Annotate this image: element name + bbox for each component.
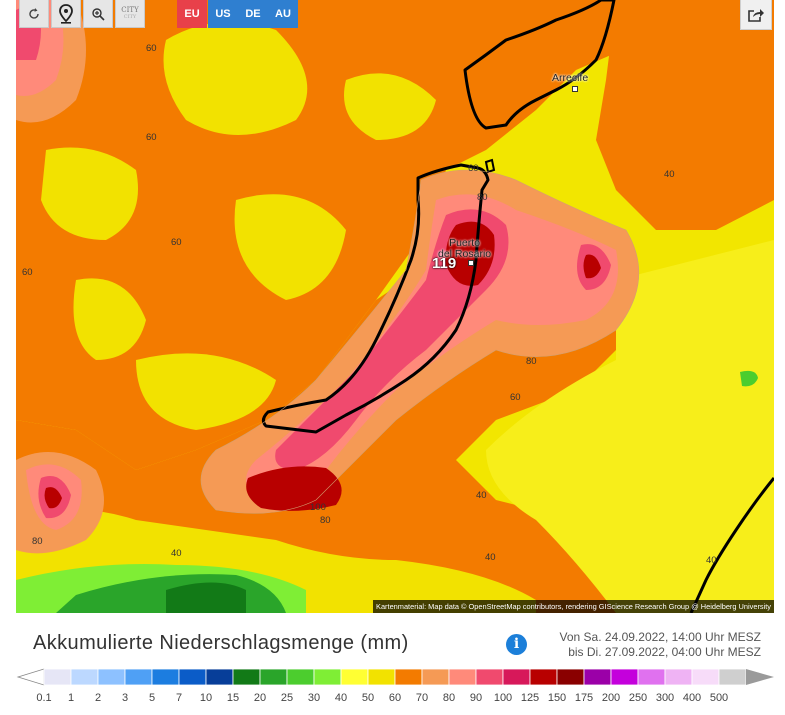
zoom-button[interactable]	[83, 0, 113, 28]
info-icon[interactable]: i	[506, 634, 527, 655]
share-icon	[748, 8, 764, 22]
legend-swatch	[178, 668, 207, 686]
legend-tick-label: 100	[493, 692, 513, 704]
contour-label: 60	[171, 237, 182, 248]
contour-label: 80	[526, 356, 537, 367]
legend-tick-label: 40	[334, 692, 348, 704]
reload-icon	[29, 7, 39, 19]
legend-swatch	[583, 668, 612, 686]
city-arrecife[interactable]: Arrecife	[552, 72, 589, 84]
color-scale-legend	[16, 668, 774, 686]
contour-label: 80	[477, 192, 488, 203]
legend-tick-label: 500	[709, 692, 729, 704]
contour-label: 60	[146, 43, 157, 54]
precipitation-contours	[16, 0, 774, 613]
legend-tick-label: 15	[226, 692, 240, 704]
legend-title: Akkumulierte Niederschlagsmenge (mm)	[33, 632, 409, 654]
map-attribution[interactable]: Kartenmaterial: Map data © OpenStreetMap…	[373, 600, 774, 613]
contour-label: 60	[22, 267, 33, 278]
legend-swatch	[394, 668, 423, 686]
contour-label: 60	[146, 132, 157, 143]
legend-swatch	[475, 668, 504, 686]
legend-tick-label: 5	[148, 692, 156, 704]
legend-tick-label: 400	[682, 692, 702, 704]
contour-label: 100	[310, 502, 326, 513]
legend-swatch	[286, 668, 315, 686]
legend-tick-label: 3	[121, 692, 129, 704]
region-de-button[interactable]: DE	[238, 0, 268, 28]
legend-swatch	[313, 668, 342, 686]
legend-swatch	[43, 668, 72, 686]
region-us-button[interactable]: US	[208, 0, 238, 28]
legend-swatch	[421, 668, 450, 686]
legend-swatch	[97, 668, 126, 686]
legend-swatch	[70, 668, 99, 686]
legend-swatch	[637, 668, 666, 686]
legend-swatch	[664, 668, 693, 686]
legend-arrow-right	[746, 669, 774, 685]
legend-swatch	[448, 668, 477, 686]
legend-tick-label: 300	[655, 692, 675, 704]
time-period: Von Sa. 24.09.2022, 14:00 Uhr MESZ bis D…	[560, 630, 761, 660]
contour-label: 40	[485, 552, 496, 563]
city-label-reflection: CITY	[123, 13, 137, 20]
legend-swatch	[502, 668, 531, 686]
legend-tick-label: 7	[175, 692, 183, 704]
legend-swatch	[259, 668, 288, 686]
contour-label: 40	[664, 169, 675, 180]
location-pin-icon	[59, 3, 73, 24]
contour-label: 40	[171, 548, 182, 559]
legend-tick-label: 60	[388, 692, 402, 704]
legend-swatch	[124, 668, 153, 686]
contour-label: 40	[476, 490, 487, 501]
legend-swatch	[718, 668, 747, 686]
city-marker-arrecife	[572, 86, 578, 92]
legend-tick-label: 70	[415, 692, 429, 704]
legend-tick-label: 90	[469, 692, 483, 704]
period-from: Von Sa. 24.09.2022, 14:00 Uhr MESZ	[559, 630, 761, 644]
legend-swatch	[556, 668, 585, 686]
zoom-in-icon	[92, 7, 105, 21]
reload-button[interactable]	[19, 0, 49, 28]
city-label: CITY	[121, 5, 139, 14]
locate-button[interactable]	[51, 0, 81, 28]
contour-label: 80	[320, 515, 331, 526]
city-puerto-del-rosario[interactable]: Puerto del Rosario	[438, 237, 492, 260]
legend-tick-label: 150	[547, 692, 567, 704]
city-toggle-button[interactable]: CITY CITY	[115, 0, 145, 28]
legend-tick-label: 200	[601, 692, 621, 704]
legend-swatch	[151, 668, 180, 686]
legend-swatch	[367, 668, 396, 686]
legend-tick-label: 250	[628, 692, 648, 704]
legend-swatch	[610, 668, 639, 686]
legend-swatch	[529, 668, 558, 686]
contour-label: 80	[32, 536, 43, 547]
legend-tick-label: 30	[307, 692, 321, 704]
precipitation-map[interactable]: CITY CITY EU US DE AU Arrecife Puerto de…	[16, 0, 774, 613]
legend-tick-label: 125	[520, 692, 540, 704]
contour-label: 60	[510, 392, 521, 403]
legend-tick-label: 80	[442, 692, 456, 704]
region-eu-button[interactable]: EU	[177, 0, 207, 28]
contour-label: 40	[706, 555, 717, 566]
legend-tick-label: 0.1	[36, 692, 52, 704]
legend-tick-label: 25	[280, 692, 294, 704]
legend-swatch	[205, 668, 234, 686]
city-marker-puerto-del-rosario	[468, 260, 474, 266]
legend-tick-label: 175	[574, 692, 594, 704]
legend-swatch	[691, 668, 720, 686]
legend-arrow-left	[16, 668, 45, 686]
contour-label: 60	[468, 163, 479, 174]
legend-swatch	[232, 668, 261, 686]
legend-swatch	[340, 668, 369, 686]
legend-tick-label: 1	[67, 692, 75, 704]
max-value-label: 119	[432, 255, 457, 272]
legend-tick-label: 20	[253, 692, 267, 704]
period-to: bis Di. 27.09.2022, 04:00 Uhr MESZ	[568, 645, 761, 659]
region-au-button[interactable]: AU	[268, 0, 298, 28]
share-button[interactable]	[740, 0, 772, 30]
legend-tick-label: 10	[199, 692, 213, 704]
legend-tick-label: 2	[94, 692, 102, 704]
legend-tick-label: 50	[361, 692, 375, 704]
